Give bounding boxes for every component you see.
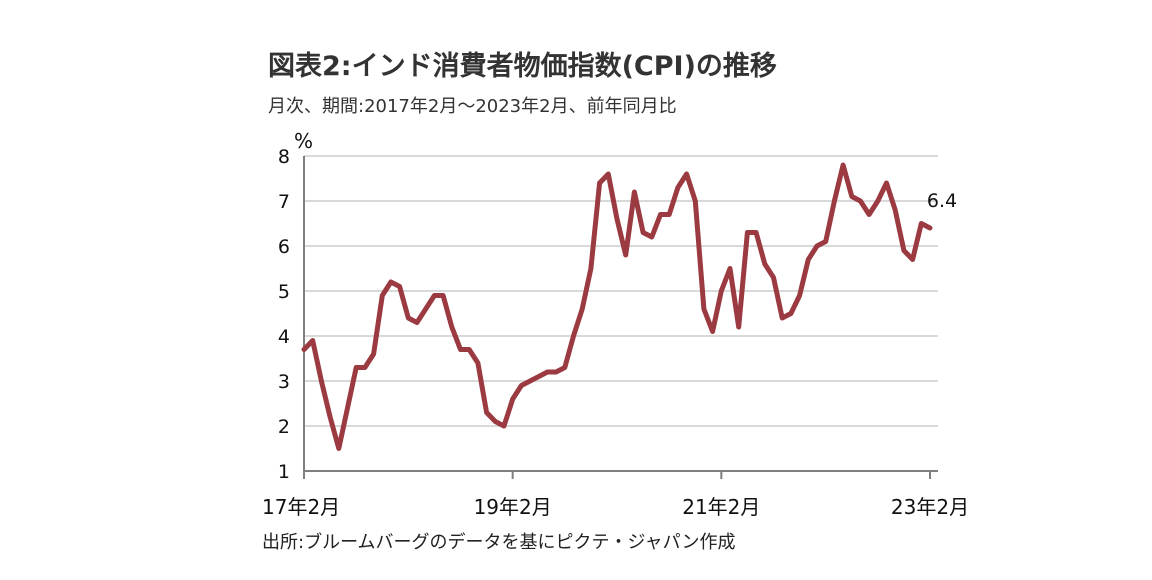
x-tick-label: 19年2月	[474, 495, 552, 519]
x-tick-label: 17年2月	[262, 495, 340, 519]
y-tick-label: 6	[278, 236, 290, 258]
chart-subtitle: 月次、期間:2017年2月〜2023年2月、前年同月比	[268, 96, 677, 117]
gridlines	[304, 155, 938, 427]
cpi-series-line	[301, 162, 933, 451]
x-tick-label: 23年2月	[891, 495, 969, 519]
y-tick-label: 7	[278, 191, 290, 213]
y-axis-ticks: 1 2 3 4 5 6 7 8	[278, 146, 290, 483]
y-tick-label: 8	[278, 146, 290, 168]
series-group	[301, 162, 933, 451]
chart-title: 図表2:インド消費者物価指数(CPI)の推移	[268, 51, 777, 82]
y-tick-label: 4	[278, 326, 290, 348]
end-value-label: 6.4	[927, 190, 957, 212]
x-tick-label: 21年2月	[682, 495, 760, 519]
y-tick-label: 5	[278, 281, 290, 303]
y-tick-label: 2	[278, 416, 290, 438]
x-axis-ticks: 17年2月 19年2月 21年2月 23年2月	[262, 471, 969, 519]
line-chart: 1 2 3 4 5 6 7 8 17年2月 19年2月 21年2月 23年2月 % 6.4	[262, 129, 969, 519]
y-tick-label: 1	[278, 461, 290, 483]
y-unit-label: %	[294, 129, 313, 153]
y-tick-label: 3	[278, 371, 290, 393]
source-note: 出所:ブルームバーグのデータを基にピクテ・ジャパン作成	[262, 532, 736, 553]
